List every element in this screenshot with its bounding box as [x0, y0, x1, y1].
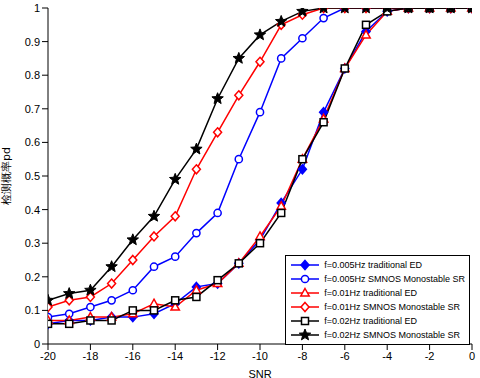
svg-text:-12: -12 [210, 350, 226, 362]
svg-text:1: 1 [34, 2, 40, 14]
svg-text:0.7: 0.7 [25, 103, 40, 115]
svg-text:0.8: 0.8 [25, 69, 40, 81]
svg-text:-16: -16 [125, 350, 141, 362]
svg-text:0.3: 0.3 [25, 237, 40, 249]
svg-text:0: 0 [34, 338, 40, 350]
svg-text:检测概率pd: 检测概率pd [8, 147, 13, 205]
svg-text:-14: -14 [167, 350, 183, 362]
svg-text:-20: -20 [40, 350, 56, 362]
html-text:f=0.02Hz SMNOS Monostable SR: f=0.02Hz SMNOS Monostable SR [324, 330, 460, 340]
svg-text:0.9: 0.9 [25, 36, 40, 48]
svg-text:SNR: SNR [248, 368, 271, 378]
svg-text:-8: -8 [298, 350, 308, 362]
html-text:f=0.01Hz SMNOS Monostable SR: f=0.01Hz SMNOS Monostable SR [324, 302, 460, 312]
svg-text:-2: -2 [425, 350, 435, 362]
svg-text:0.5: 0.5 [25, 170, 40, 182]
html-text:f=0.005Hz traditional ED: f=0.005Hz traditional ED [324, 260, 422, 270]
html-text:f=0.005Hz SMNOS Monostable SR: f=0.005Hz SMNOS Monostable SR [324, 274, 465, 284]
svg-text:0.2: 0.2 [25, 271, 40, 283]
svg-text:-6: -6 [340, 350, 350, 362]
svg-text:0: 0 [469, 350, 472, 362]
svg-text:-4: -4 [382, 350, 392, 362]
svg-text:0.6: 0.6 [25, 136, 40, 148]
svg-text:-18: -18 [82, 350, 98, 362]
svg-text:-10: -10 [252, 350, 268, 362]
svg-text:0.4: 0.4 [25, 204, 40, 216]
html-text:f=0.02Hz traditional ED: f=0.02Hz traditional ED [324, 316, 417, 326]
svg-text:0.1: 0.1 [25, 304, 40, 316]
html-text:f=0.01Hz traditional ED: f=0.01Hz traditional ED [324, 288, 417, 298]
